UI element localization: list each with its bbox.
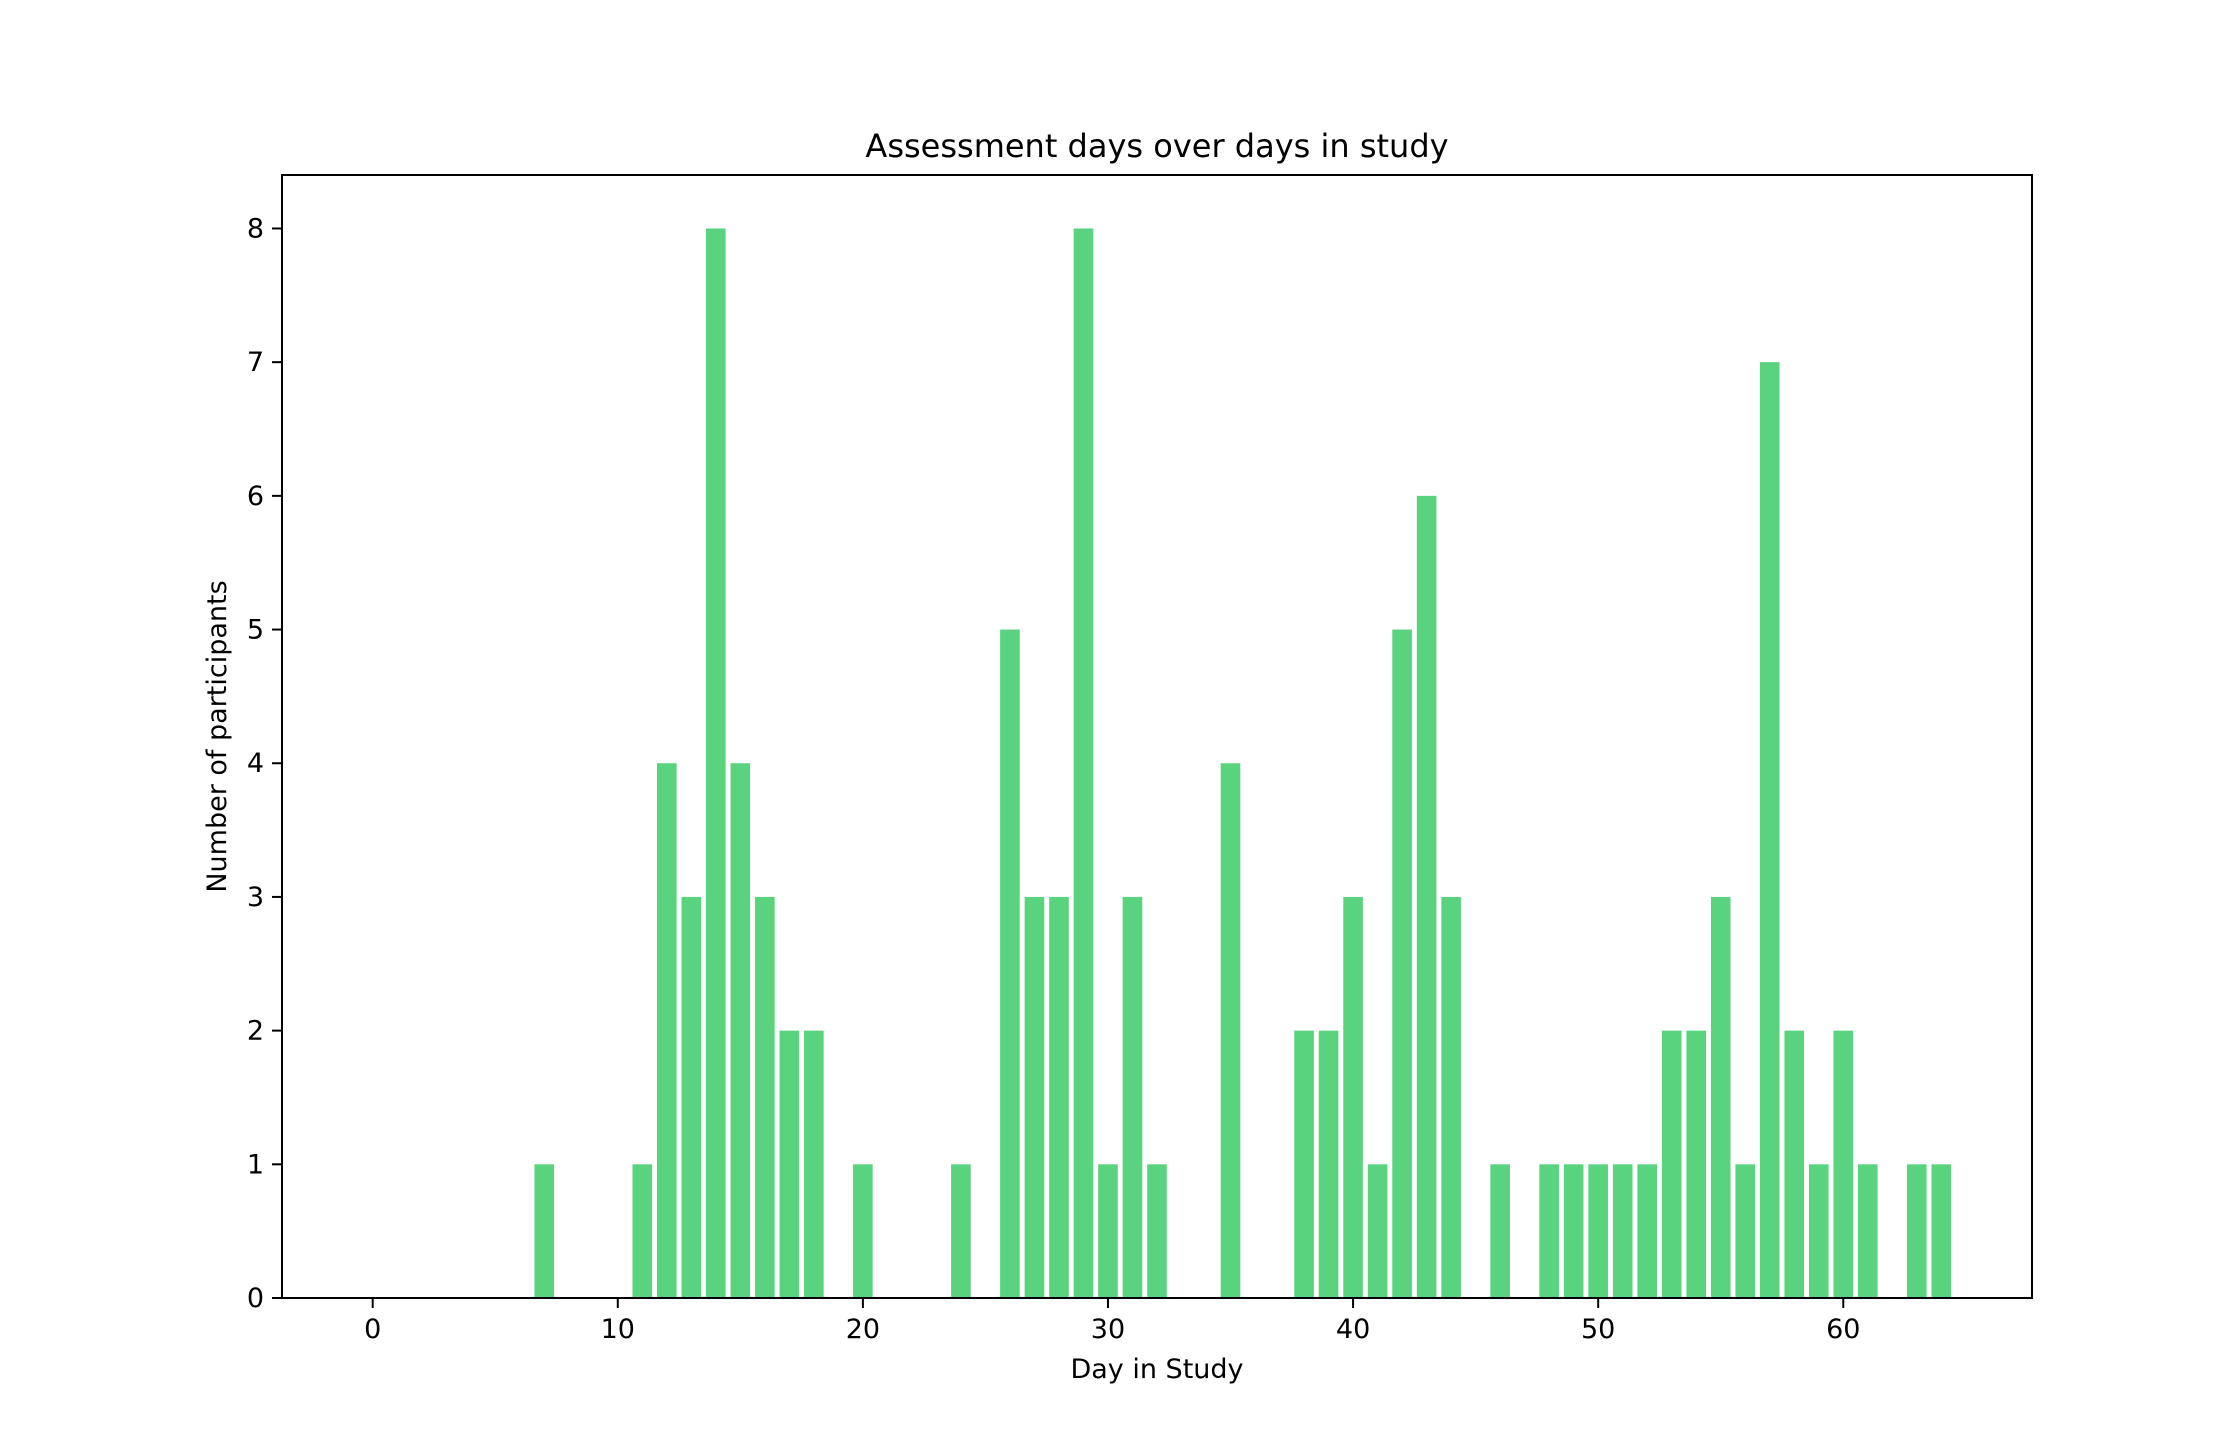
bar <box>1294 1030 1314 1298</box>
bar <box>1539 1164 1559 1298</box>
x-tick-label: 30 <box>1091 1314 1125 1345</box>
bar <box>1857 1164 1878 1298</box>
bar <box>706 228 726 1298</box>
bar <box>1612 1164 1633 1298</box>
bar <box>1833 1030 1854 1298</box>
y-tick-label: 8 <box>247 213 264 244</box>
bar <box>1147 1164 1167 1298</box>
bar <box>755 896 775 1298</box>
bar <box>1367 1164 1388 1298</box>
y-tick-label: 3 <box>247 882 264 913</box>
y-tick-label: 0 <box>247 1283 264 1314</box>
bar <box>632 1164 653 1298</box>
bar <box>1735 1164 1756 1298</box>
y-tick-label: 7 <box>247 347 264 378</box>
bar <box>534 1164 555 1298</box>
bar <box>1490 1164 1510 1298</box>
bar <box>1759 362 1780 1299</box>
chart-title: Assessment days over days in study <box>865 127 1448 165</box>
bar <box>1098 1164 1118 1298</box>
y-tick-label: 6 <box>247 481 264 512</box>
bar <box>1392 629 1412 1298</box>
bar <box>730 763 751 1298</box>
bars-group <box>534 228 1952 1299</box>
bar <box>1343 896 1363 1298</box>
y-tick-label: 4 <box>247 748 264 779</box>
bar <box>1441 896 1461 1298</box>
bar <box>951 1164 971 1298</box>
x-tick-label: 20 <box>846 1314 880 1345</box>
x-axis-ticks: 0 10 20 30 40 50 60 <box>364 1298 1860 1345</box>
bar <box>779 1030 800 1298</box>
y-axis-ticks: 0 1 2 3 4 5 6 7 8 <box>247 213 282 1314</box>
x-tick-label: 0 <box>364 1314 381 1345</box>
y-tick-label: 1 <box>247 1149 264 1180</box>
bar <box>1220 763 1241 1298</box>
bar <box>1661 1030 1682 1298</box>
y-tick-label: 5 <box>247 615 264 646</box>
y-axis-label: Number of participants <box>202 580 233 892</box>
bar <box>1686 1030 1707 1298</box>
x-axis-label: Day in Study <box>1070 1354 1243 1385</box>
bar <box>657 763 677 1298</box>
bar <box>1907 1164 1927 1298</box>
bar <box>1563 1164 1584 1298</box>
bar <box>1416 495 1437 1298</box>
bar <box>1710 896 1731 1298</box>
bar <box>1318 1030 1339 1298</box>
bar <box>1931 1164 1952 1298</box>
bar <box>804 1030 824 1298</box>
bar <box>853 1164 873 1298</box>
bar <box>1073 228 1094 1298</box>
x-tick-label: 40 <box>1336 1314 1370 1345</box>
bar <box>1049 896 1069 1298</box>
bar <box>1024 896 1045 1298</box>
bar <box>1784 1030 1805 1298</box>
bar <box>1122 896 1143 1298</box>
y-tick-label: 2 <box>247 1016 264 1047</box>
bar <box>1588 1164 1608 1298</box>
plot-area-frame <box>281 174 2033 1299</box>
x-tick-label: 10 <box>601 1314 635 1345</box>
x-tick-label: 50 <box>1581 1314 1615 1345</box>
x-tick-label: 60 <box>1826 1314 1860 1345</box>
bar <box>1000 629 1020 1298</box>
bar <box>681 896 702 1298</box>
bar <box>1808 1164 1829 1298</box>
bar <box>1637 1164 1657 1298</box>
